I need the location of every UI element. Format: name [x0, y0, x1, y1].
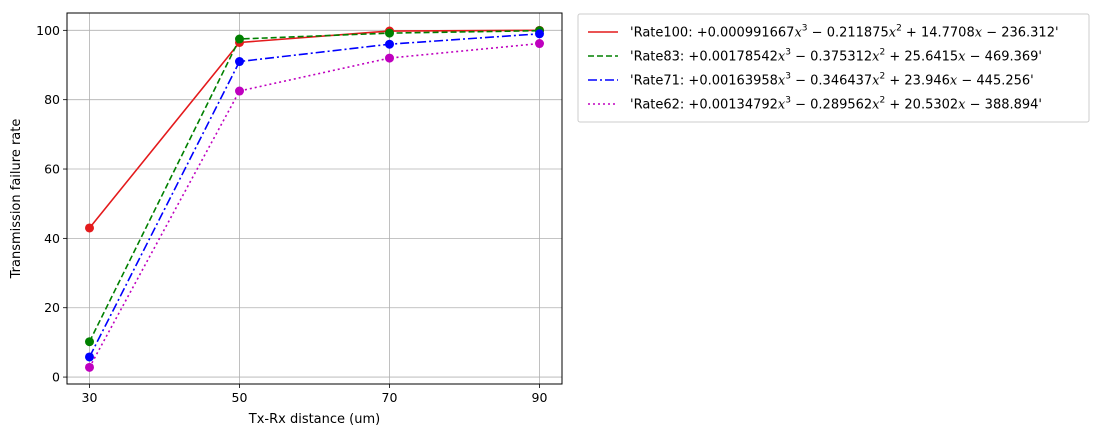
plot-series — [85, 25, 544, 372]
legend-variable: x — [872, 50, 880, 65]
data-point — [85, 352, 94, 362]
data-point — [235, 86, 244, 96]
series-2 — [85, 29, 544, 362]
plot-area-frame — [66, 12, 563, 385]
legend-text-part: + 25.6415 — [885, 50, 958, 65]
legend-text-part: − 388.894' — [966, 98, 1043, 113]
legend-entry: 'Rate100: +0.000991667x3 − 0.211875x2 + … — [630, 24, 1059, 41]
legend-text-part: − 469.369' — [966, 50, 1043, 65]
legend-variable: x — [794, 26, 802, 41]
legend-entry: 'Rate62: +0.00134792x3 − 0.289562x2 + 20… — [630, 96, 1042, 113]
data-point — [85, 223, 94, 233]
legend-exponent: 3 — [785, 48, 791, 58]
legend-variable: x — [950, 74, 958, 89]
axis-ticks: 30 50 70 90 0 20 40 60 80 100 — [36, 23, 547, 405]
data-point — [385, 53, 394, 63]
x-axis-label: Tx-Rx distance (um) — [248, 412, 380, 427]
legend-text-part: 'Rate100: +0.000991667 — [630, 26, 794, 41]
legend-exponent: 3 — [785, 72, 791, 82]
legend-text-part: − 0.346437 — [791, 74, 872, 89]
legend-text-part: − 0.289562 — [791, 98, 872, 113]
legend-text-part: − 445.256' — [957, 74, 1034, 89]
legend-variable: x — [872, 74, 880, 89]
legend-exponent: 2 — [880, 96, 886, 106]
y-tick-label: 60 — [44, 162, 60, 177]
x-tick-label: 90 — [532, 390, 548, 405]
grid-lines — [67, 13, 562, 384]
legend-variable: x — [958, 98, 966, 113]
legend-exponent: 2 — [896, 24, 902, 34]
legend-text-part: + 20.5302 — [885, 98, 958, 113]
series-line — [88, 33, 540, 358]
series-0 — [85, 25, 544, 233]
series-line — [88, 29, 540, 229]
legend-variable: x — [889, 26, 897, 41]
legend-variable: x — [778, 50, 786, 65]
data-point — [85, 337, 94, 347]
legend-text-part: + 14.7708 — [902, 26, 975, 41]
legend-text-part: − 0.375312 — [791, 50, 872, 65]
y-tick-label: 80 — [44, 92, 60, 107]
legend-entry: 'Rate71: +0.00163958x3 − 0.346437x2 + 23… — [630, 72, 1034, 89]
data-point — [535, 29, 544, 39]
y-tick-label: 20 — [44, 300, 60, 315]
legend-exponent: 3 — [802, 24, 808, 34]
y-axis-label: Transmission failure rate — [9, 119, 24, 280]
legend-box — [577, 13, 1090, 123]
legend: 'Rate100: +0.000991667x3 − 0.211875x2 + … — [577, 13, 1090, 123]
series-line — [88, 42, 540, 368]
data-point — [385, 28, 394, 38]
legend-entry: 'Rate83: +0.00178542x3 − 0.375312x2 + 25… — [630, 48, 1042, 65]
legend-variable: x — [778, 98, 786, 113]
x-tick-label: 70 — [382, 390, 398, 405]
y-tick-label: 0 — [52, 370, 60, 385]
legend-exponent: 2 — [880, 72, 886, 82]
legend-text-part: − 0.211875 — [808, 26, 889, 41]
y-tick-label: 40 — [44, 231, 60, 246]
legend-text-part: 'Rate71: +0.00163958 — [630, 74, 778, 89]
data-point — [535, 39, 544, 49]
legend-variable: x — [872, 98, 880, 113]
data-point — [385, 39, 394, 49]
data-point — [235, 34, 244, 44]
x-tick-label: 50 — [232, 390, 248, 405]
y-tick-label: 100 — [36, 23, 60, 38]
legend-text-part: 'Rate62: +0.00134792 — [630, 98, 778, 113]
legend-variable: x — [958, 50, 966, 65]
legend-variable: x — [975, 26, 983, 41]
legend-exponent: 3 — [785, 96, 791, 106]
series-line — [88, 29, 540, 343]
legend-text-part: + 23.946 — [885, 74, 950, 89]
legend-text-part: 'Rate83: +0.00178542 — [630, 50, 778, 65]
data-point — [85, 362, 94, 372]
legend-text-part: − 236.312' — [982, 26, 1059, 41]
series-3 — [85, 39, 544, 372]
x-tick-label: 30 — [82, 390, 98, 405]
legend-exponent: 2 — [880, 48, 886, 58]
data-point — [235, 57, 244, 67]
legend-variable: x — [778, 74, 786, 89]
